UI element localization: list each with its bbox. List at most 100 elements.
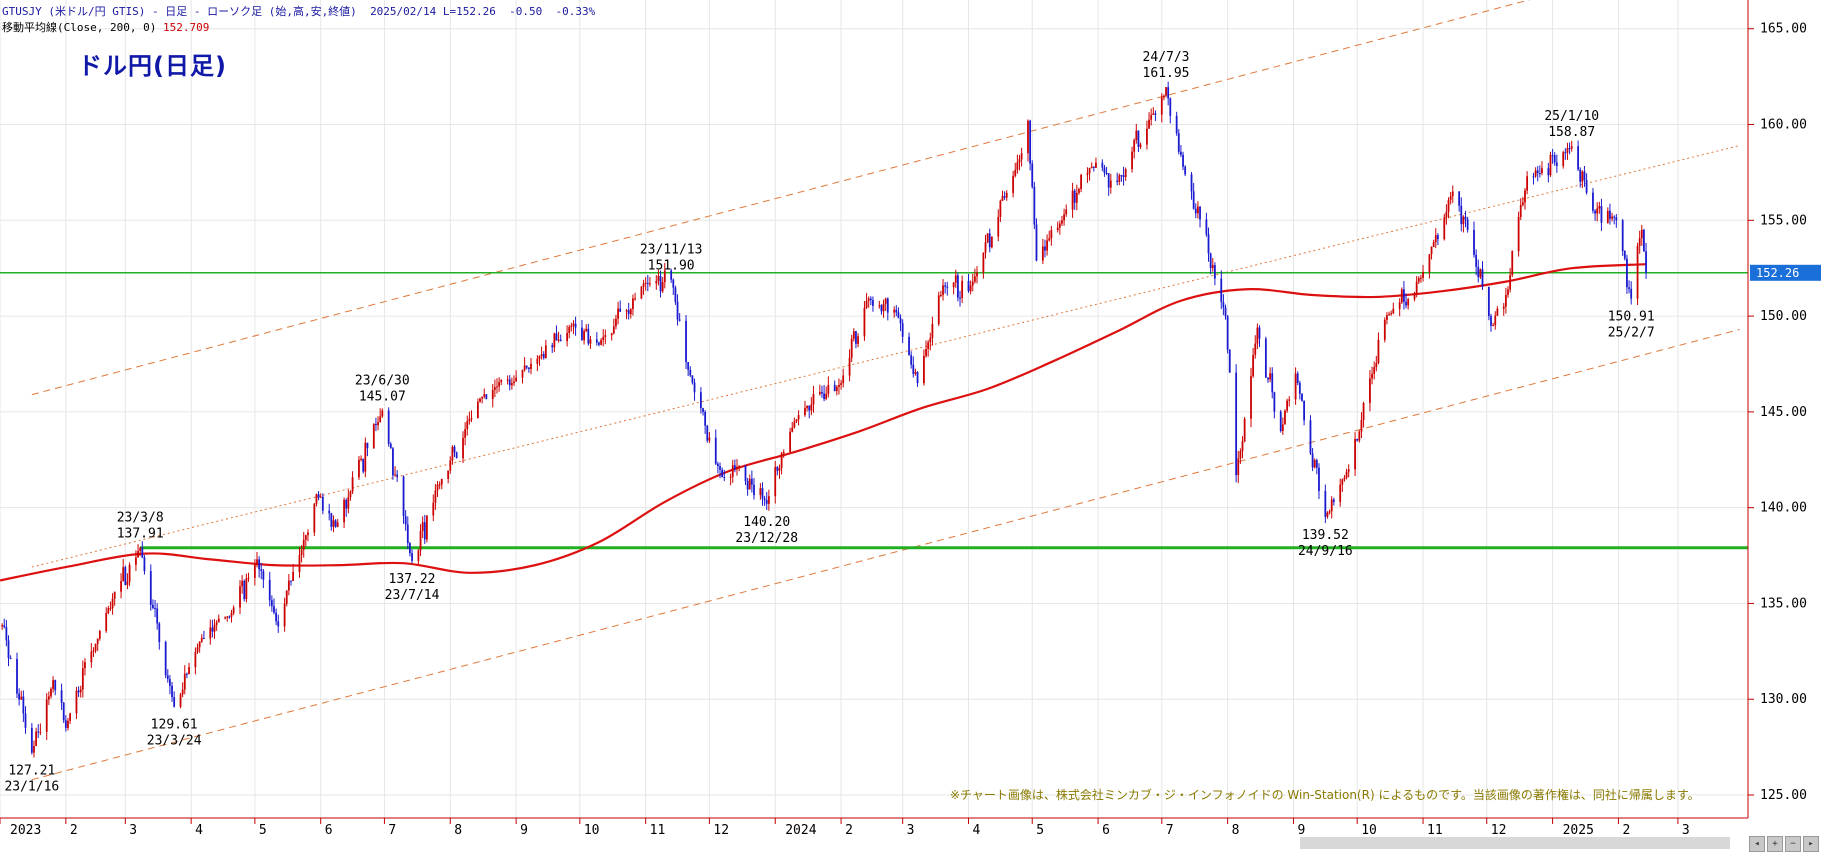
up-candle-body [1638,238,1641,246]
scroll-left-icon[interactable]: ◂ [1749,836,1765,852]
down-candle-body [1228,349,1231,373]
down-candle-body [1035,224,1038,261]
down-candle-body [1458,191,1461,206]
up-candle-body [1636,245,1639,299]
up-candle-body [438,484,441,486]
time-tick-label: 9 [1297,823,1305,838]
up-candle-body [253,563,256,578]
time-tick-label: 12 [713,823,729,838]
up-candle-body [1281,424,1284,432]
up-candle-body [1237,458,1240,476]
down-candle-body [559,339,562,342]
down-candle-body [689,369,692,376]
up-candle-body [1596,208,1599,214]
down-candle-body [1137,130,1140,147]
up-candle-body [232,607,235,614]
down-candle-body [1103,167,1106,173]
down-candle-body [704,411,707,426]
up-candle-body [81,668,84,690]
up-candle-body [1369,378,1371,403]
price-tick-label: 140.00 [1760,501,1807,516]
up-candle-body [1562,152,1565,166]
down-candle-body [1475,254,1478,267]
time-tick-label: 4 [973,823,981,838]
up-candle-body [513,381,515,384]
up-candle-body [615,318,617,327]
up-candle-body [1341,479,1344,485]
up-candle-body [795,419,798,422]
down-candle-body [5,626,8,641]
down-candle-body [387,410,390,444]
time-tick-label: 11 [1427,823,1443,838]
down-candle-body [1207,234,1210,254]
up-candle-body [644,282,647,284]
up-candle-body [1400,289,1403,303]
horizontal-scrollbar[interactable] [1300,837,1730,849]
down-candle-body [1613,216,1616,218]
down-candle-body [1630,288,1633,299]
zoom-out-icon[interactable]: − [1785,836,1801,852]
time-tick-label: 6 [1102,823,1110,838]
up-candle-body [585,328,588,332]
time-tick-label: 10 [1361,823,1377,838]
up-candle-body [572,323,575,326]
up-candle-body [1080,174,1082,190]
moving-average-line [0,263,1647,582]
down-candle-body [1101,162,1104,168]
down-candle-body [1592,192,1594,211]
up-candle-body [493,387,496,390]
up-candle-body [1,625,4,627]
down-candle-body [908,336,910,356]
down-candle-body [1029,120,1032,164]
down-candle-body [659,276,662,292]
down-candle-body [676,301,679,320]
candles [1,81,1647,758]
up-candle-body [217,618,220,623]
time-tick-label: 4 [195,823,203,838]
up-candle-body [1211,265,1214,269]
zoom-in-icon[interactable]: + [1767,836,1783,852]
down-candle-body [1309,420,1312,454]
down-candle-body [706,425,709,441]
up-candle-body [1420,277,1422,279]
down-candle-body [581,327,583,341]
annotation-label: 23/1/16 [4,780,59,795]
up-candle-body [536,358,539,364]
moving-average-layer [0,263,1647,582]
down-candle-body [1205,219,1208,235]
up-candle-body [848,357,851,376]
up-candle-body [971,281,974,286]
up-candle-body [780,453,783,469]
down-candle-body [124,567,127,585]
down-candle-body [485,394,488,400]
price-tick-label: 150.00 [1760,309,1807,324]
annotation-label: 25/1/10 [1544,109,1599,124]
up-candle-body [336,522,339,527]
down-candle-body [1490,315,1492,326]
down-candle-body [619,308,622,312]
current-price-tag [1750,264,1821,281]
down-candle-body [273,606,275,613]
scroll-controls: ◂ + − ▸ [1749,836,1819,852]
up-candle-body [1606,210,1609,223]
up-candle-body [540,354,543,356]
up-candle-body [1492,325,1495,327]
up-candle-body [209,627,212,639]
down-candle-body [362,458,365,472]
down-candle-body [1615,217,1618,221]
header-date: 2025/02/14 [370,5,437,18]
up-candle-body [997,216,1000,237]
up-candle-body [1434,235,1437,243]
up-candle-body [35,731,38,746]
down-candle-body [895,309,898,313]
scroll-right-icon[interactable]: ▸ [1803,836,1819,852]
annotation-label: 129.61 [151,718,198,733]
up-candle-body [984,242,987,253]
up-candle-body [810,404,813,411]
up-candle-body [298,555,301,572]
up-candle-body [1345,471,1348,478]
down-candle-body [733,465,736,470]
up-candle-body [79,689,82,693]
down-candle-body [62,702,65,721]
